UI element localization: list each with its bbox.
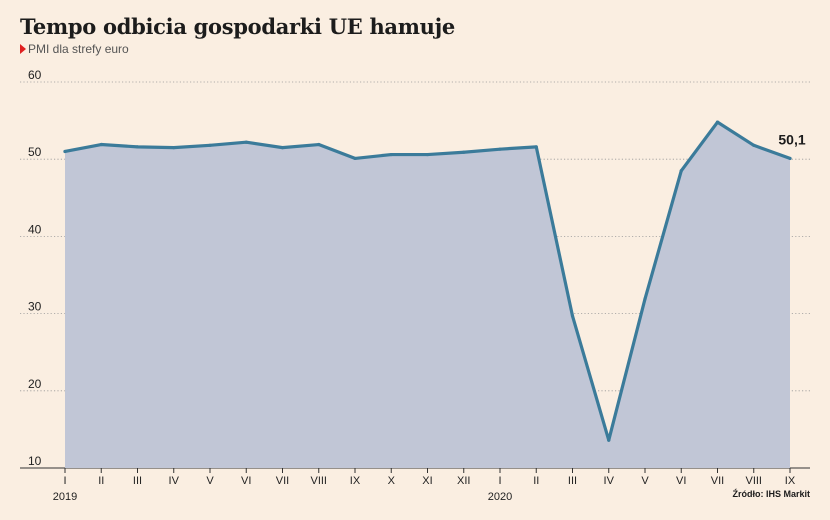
data-point <box>317 142 321 147</box>
data-point <box>353 156 357 161</box>
data-point <box>679 169 683 173</box>
data-point <box>715 120 720 124</box>
y-tick-label: 40 <box>28 222 42 236</box>
data-point <box>570 314 575 318</box>
red-triangle-marker-icon <box>20 44 26 54</box>
x-tick-label: III <box>568 475 577 487</box>
x-tick-label: IV <box>169 475 180 487</box>
last-value-annotation: 50,1 <box>778 131 805 147</box>
x-tick-label: V <box>641 475 649 487</box>
x-tick-label: V <box>206 475 214 487</box>
y-tick-label: 10 <box>28 454 42 468</box>
year-label: 2019 <box>53 491 77 503</box>
x-tick-label: VI <box>241 475 251 487</box>
data-point <box>498 147 502 151</box>
x-tick-label: XII <box>457 475 470 487</box>
data-point <box>607 438 611 442</box>
y-tick-label: 60 <box>28 68 42 82</box>
data-point <box>172 146 176 150</box>
data-point <box>135 145 140 149</box>
data-point <box>280 146 285 150</box>
x-tick-label: VIII <box>310 475 327 487</box>
source-note: Źródło: IHS Markit <box>732 489 810 499</box>
subtitle-text: PMI dla strefy euro <box>28 42 129 56</box>
chart-title: Tempo odbicia gospodarki UE hamuje <box>20 14 455 39</box>
data-point <box>788 156 792 161</box>
x-tick-label: I <box>63 475 66 487</box>
data-point <box>99 142 103 147</box>
data-point <box>643 297 647 301</box>
data-point <box>752 143 756 147</box>
x-tick-label: XI <box>422 475 432 487</box>
x-tick-label: I <box>498 475 501 487</box>
x-tick-label: IV <box>604 475 615 487</box>
x-tick-label: VII <box>711 475 724 487</box>
data-point <box>208 143 212 147</box>
data-point <box>389 152 393 157</box>
label-layer: I II III IV V VI VII VIII IX X XI XII I II III IV V VI VII… <box>53 131 806 503</box>
x-tick-label: IX <box>350 475 361 487</box>
data-point <box>462 150 466 154</box>
x-tick-label: VI <box>676 475 686 487</box>
x-tick-label: X <box>388 475 396 487</box>
series-area <box>65 122 790 469</box>
year-label: 2020 <box>488 491 512 503</box>
x-tick-label: IX <box>785 475 796 487</box>
x-tick-label: VIII <box>745 475 762 487</box>
x-tick-label: II <box>98 475 104 487</box>
area-layer <box>65 122 790 469</box>
y-tick-label: 30 <box>28 300 42 314</box>
chart-subtitle: PMI dla strefy euro <box>20 42 129 56</box>
data-point <box>534 145 538 149</box>
x-tick-label: II <box>533 475 539 487</box>
y-tick-label: 20 <box>28 377 42 391</box>
x-tick-label: VII <box>276 475 289 487</box>
y-tick-label: 50 <box>28 145 42 159</box>
line-layer <box>63 120 792 442</box>
data-point <box>63 149 67 154</box>
data-point <box>425 152 430 157</box>
data-point <box>244 140 248 144</box>
x-tick-label: III <box>133 475 142 487</box>
